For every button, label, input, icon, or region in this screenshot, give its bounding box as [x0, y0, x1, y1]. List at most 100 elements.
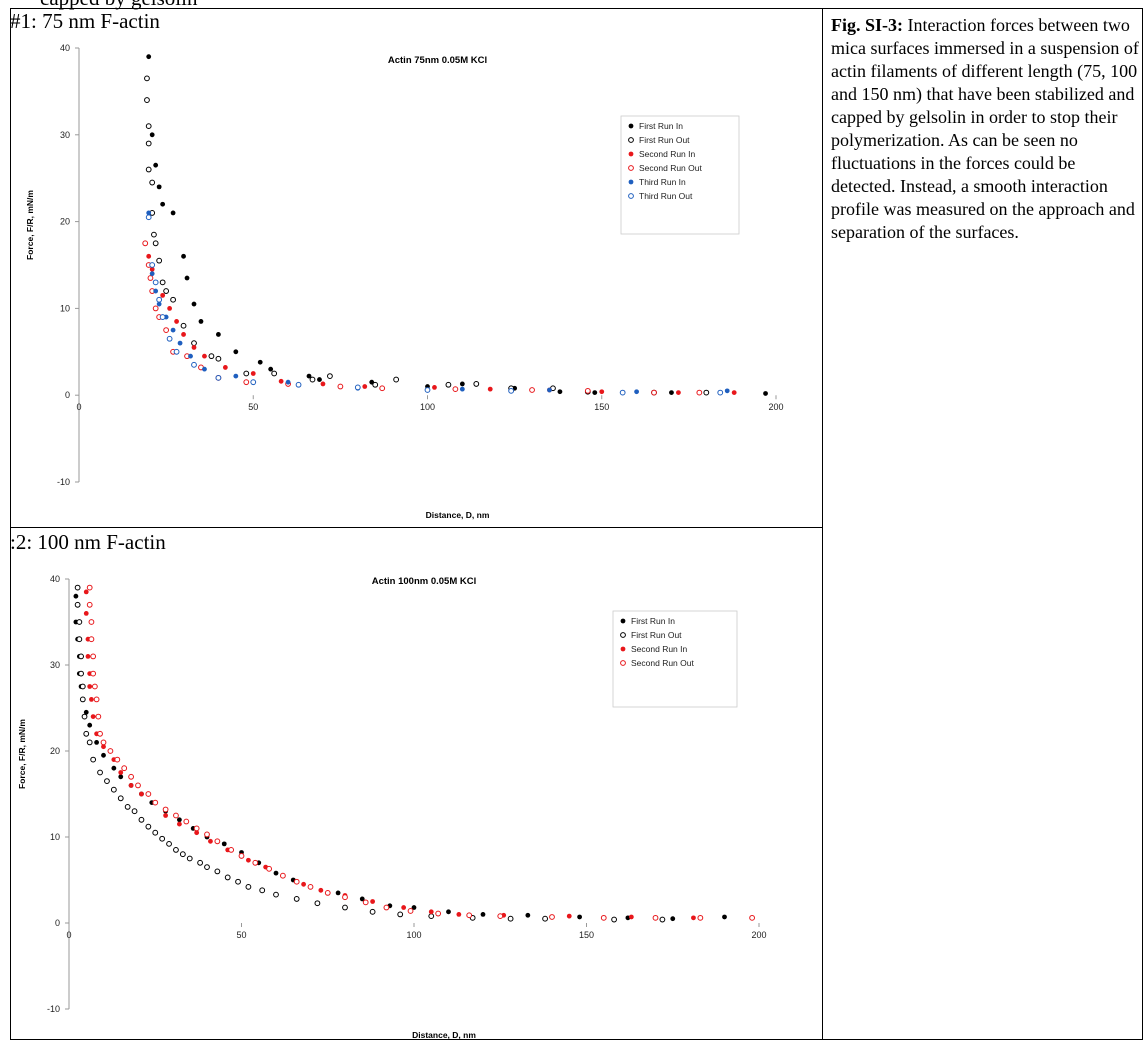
data-point [90, 756, 97, 763]
data-point [293, 878, 300, 885]
data-point [104, 778, 110, 785]
data-point [78, 670, 84, 677]
caption-label: Fig. SI-3: [831, 15, 903, 35]
data-point [342, 904, 348, 911]
data-point [257, 359, 263, 365]
data-point [101, 744, 106, 750]
data-point [91, 683, 98, 690]
data-point [183, 818, 190, 825]
data-point [401, 905, 407, 910]
data-point [151, 231, 157, 238]
data-point [156, 296, 163, 303]
data-point [435, 910, 442, 917]
data-point [246, 857, 251, 863]
data-point [142, 240, 149, 247]
data-point [88, 636, 95, 643]
series-3 [142, 240, 703, 396]
data-point [669, 390, 674, 395]
data-point [162, 806, 169, 813]
data-point [208, 838, 213, 844]
y-tick-label: 30 [60, 130, 70, 140]
y-tick-label: 20 [60, 217, 70, 227]
data-point [245, 883, 252, 890]
data-point [145, 140, 152, 147]
data-point [480, 912, 486, 917]
data-point [145, 166, 152, 173]
data-point [166, 335, 173, 342]
data-point [145, 823, 152, 830]
data-point [101, 752, 106, 758]
data-point [731, 390, 737, 395]
x-tick-label: 0 [66, 930, 71, 940]
y-tick-label: 20 [50, 746, 60, 756]
data-point [696, 389, 703, 396]
series-2 [146, 253, 737, 395]
data-point [763, 391, 768, 396]
data-point [383, 904, 390, 911]
data-point [146, 210, 152, 216]
data-point [94, 740, 99, 745]
data-point [342, 894, 348, 901]
data-point [149, 271, 155, 277]
legend-marker [620, 660, 626, 666]
data-point [146, 54, 152, 60]
data-point [214, 838, 221, 845]
data-point [611, 916, 617, 923]
data-point [149, 266, 155, 272]
data-point [111, 765, 117, 771]
data-point [121, 765, 128, 772]
data-point [170, 296, 176, 303]
x-tick-label: 50 [236, 930, 246, 940]
data-point [670, 916, 676, 922]
legend-box [612, 610, 738, 708]
x-tick-label: 50 [248, 402, 258, 412]
legend-marker [628, 179, 634, 185]
data-point [90, 714, 96, 719]
x-tick-label: 200 [751, 930, 766, 940]
data-point [354, 384, 361, 391]
data-point [152, 305, 159, 312]
data-point [74, 601, 81, 608]
data-point [599, 389, 605, 395]
data-point [659, 916, 666, 923]
data-point [90, 670, 97, 677]
data-point [676, 390, 681, 395]
data-point [221, 841, 227, 847]
data-point [459, 386, 465, 392]
chart-title: Actin 100nm 0.05M KCl [372, 576, 477, 587]
data-point [259, 887, 266, 894]
data-point [473, 381, 480, 387]
data-point [163, 813, 169, 818]
data-point [722, 914, 727, 920]
data-point [191, 361, 197, 368]
data-point [428, 913, 435, 920]
data-point [691, 915, 696, 921]
caption-text: Interaction forces between two mica surf… [831, 15, 1139, 242]
data-point [717, 389, 724, 396]
data-point [424, 387, 431, 393]
chart-panel-2: Actin 100nm 0.05M KCl -10 0 10 20 30 40 0 50 100 1… [11, 553, 822, 1040]
legend-marker [628, 123, 634, 129]
data-point [202, 353, 207, 359]
data-point [89, 697, 94, 702]
data-point [317, 377, 322, 382]
data-point [83, 589, 89, 595]
data-point [456, 912, 462, 917]
x-tick-label: 200 [768, 402, 783, 412]
data-point [179, 851, 186, 858]
data-point [110, 786, 117, 793]
data-point [198, 319, 204, 324]
figure-caption: Fig. SI-3: Interaction forces between tw… [831, 14, 1139, 244]
data-point [628, 914, 634, 920]
data-point [131, 808, 138, 815]
data-point [202, 366, 207, 372]
data-point [184, 275, 190, 281]
y-tick-label: 0 [55, 918, 60, 928]
data-point [266, 865, 273, 872]
data-point [652, 914, 659, 921]
x-tick-label: 150 [579, 930, 594, 940]
data-point [135, 782, 141, 789]
data-point [295, 381, 302, 388]
data-point [166, 840, 172, 847]
data-point [525, 912, 531, 918]
